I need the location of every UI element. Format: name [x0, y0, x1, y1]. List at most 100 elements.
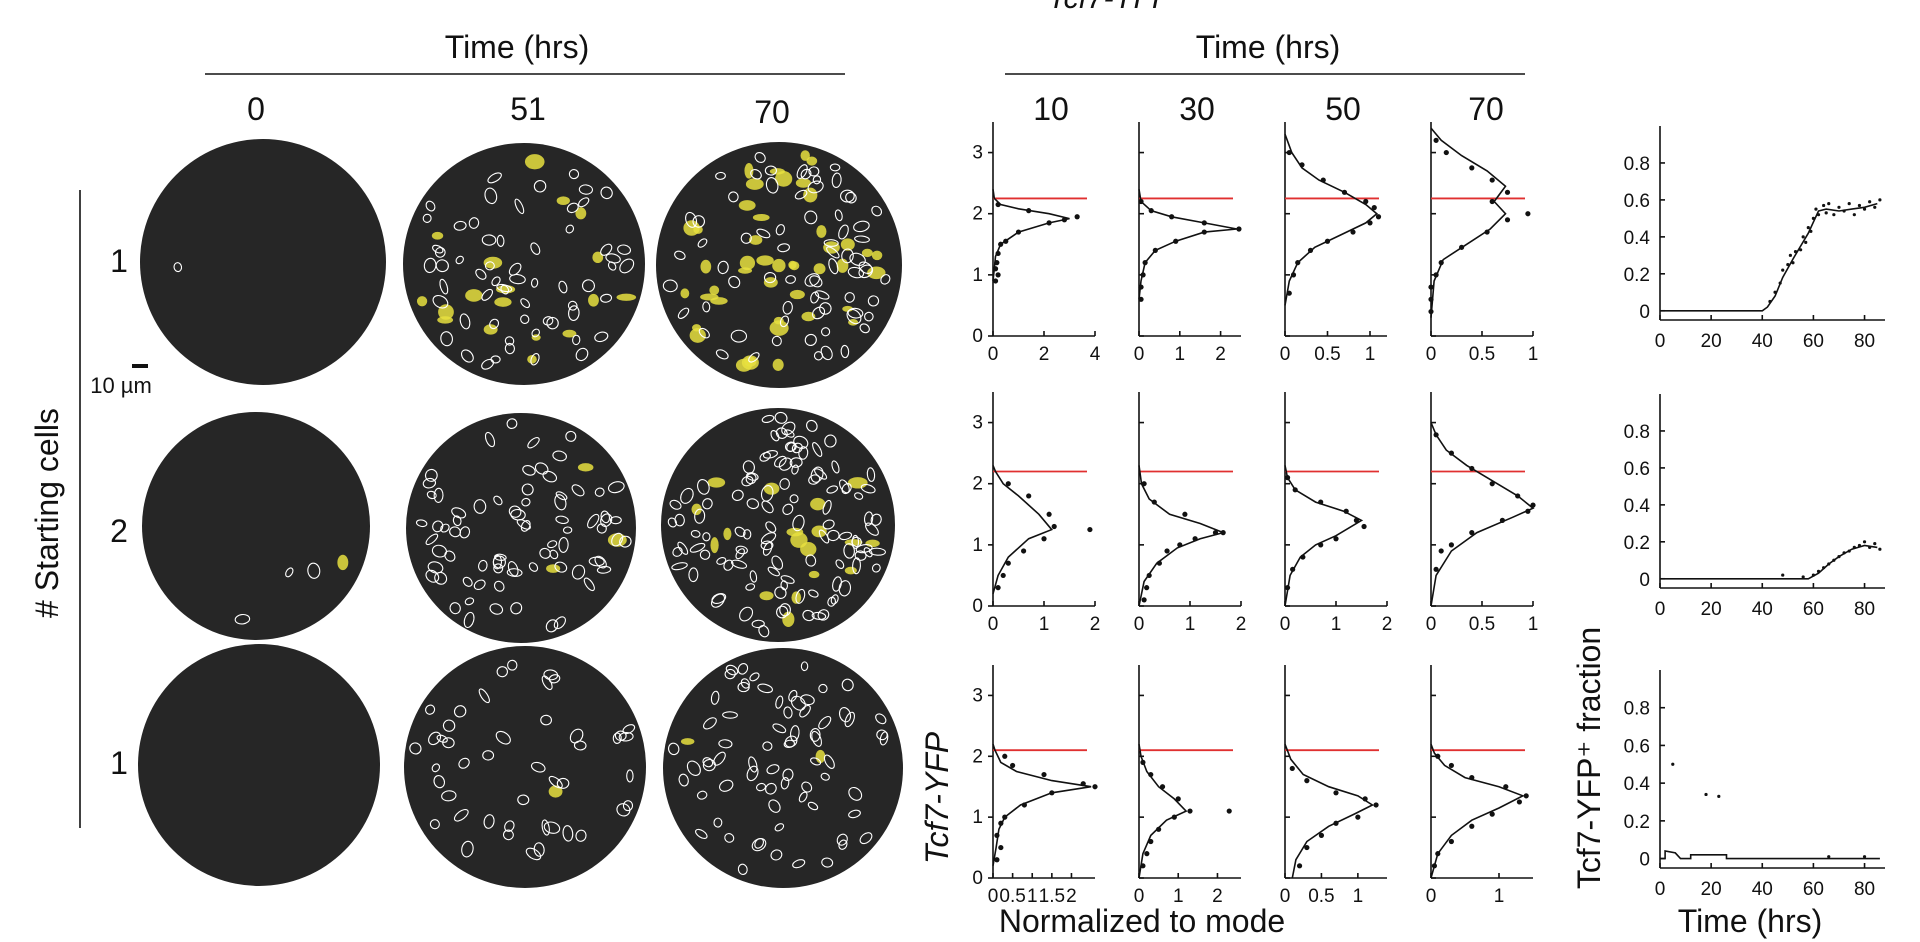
data-point — [1140, 272, 1146, 278]
well-image — [403, 143, 645, 385]
data-point — [1350, 229, 1356, 235]
cell-outline — [841, 678, 854, 692]
cell-outline — [520, 314, 530, 325]
cell-outline — [820, 345, 833, 361]
yfp-cell — [689, 328, 706, 343]
cell-outline — [455, 255, 464, 265]
data-point — [1484, 229, 1490, 235]
cell-outline — [848, 786, 863, 801]
cell-outline — [463, 611, 475, 629]
cell-outline — [858, 261, 873, 274]
fraction-y-tick-label: 0.8 — [1624, 154, 1650, 175]
cell-outline — [749, 570, 758, 583]
cell-outline — [764, 165, 778, 176]
cell-outline — [699, 549, 711, 560]
data-point — [1459, 244, 1465, 250]
yfp-cell — [808, 570, 820, 579]
fraction-point — [1786, 262, 1790, 267]
cell-outline — [541, 819, 550, 836]
cell-outline — [757, 683, 773, 694]
data-point — [1144, 585, 1150, 591]
cell-outline — [439, 278, 449, 295]
hist-x-tick-label: 0.5 — [1469, 344, 1495, 365]
yfp-cell — [683, 220, 700, 236]
hist-y-tick-label: 2 — [972, 204, 983, 225]
hist-x-tick-label: 2 — [1236, 614, 1247, 635]
cell-outline — [782, 300, 793, 315]
data-point — [1220, 530, 1226, 536]
fraction-point — [1788, 253, 1792, 257]
data-point — [1284, 475, 1291, 481]
data-point — [998, 241, 1004, 247]
cell-outline — [789, 494, 799, 504]
cell-outline — [777, 243, 791, 253]
hist-x-tick-label: 1 — [1528, 614, 1539, 635]
cell-outline — [746, 765, 759, 782]
data-point — [1146, 572, 1152, 579]
data-point — [1428, 284, 1434, 290]
cell-outline — [783, 706, 793, 719]
data-point — [1318, 542, 1324, 548]
yfp-cell — [789, 289, 805, 300]
cell-outline — [694, 508, 706, 524]
cell-outline — [831, 172, 842, 189]
yfp-cell — [788, 260, 797, 270]
cell-outline — [698, 327, 710, 339]
fraction-point — [1852, 213, 1856, 217]
hist-x-tick-label: 2 — [1090, 614, 1101, 635]
cell-outline — [514, 198, 525, 215]
hist-y-tick-label: 0 — [972, 596, 983, 617]
hist-x-tick-label: 1 — [1173, 886, 1184, 907]
hist-x-tick-label: 0 — [1134, 344, 1145, 365]
cell-outline — [509, 273, 526, 285]
cell-outline — [805, 554, 817, 567]
cell-outline — [426, 490, 437, 500]
cell-outline — [713, 817, 723, 828]
cell-outline — [810, 466, 824, 483]
cell-outline — [765, 177, 779, 194]
cell-outline — [820, 772, 830, 781]
cell-outline — [774, 411, 788, 424]
data-point — [1362, 796, 1368, 802]
cell-outline — [522, 465, 536, 476]
hist-x-tick-label: 1 — [1039, 614, 1050, 635]
hist-time-label: Time (hrs) — [1196, 29, 1341, 65]
yfp-cell — [795, 178, 811, 188]
cell-outline — [828, 258, 839, 275]
cell-outline — [481, 288, 494, 301]
data-point — [1156, 826, 1162, 832]
yfp-cell — [759, 591, 774, 601]
fraction-point — [1873, 542, 1877, 546]
fraction-point — [1842, 209, 1846, 213]
data-point — [1138, 296, 1144, 302]
cell-outline — [804, 210, 818, 225]
cell-outline — [491, 276, 501, 287]
cell-outline — [431, 544, 448, 558]
yfp-cell — [680, 738, 695, 745]
data-point — [1428, 296, 1434, 302]
fraction-point — [1778, 281, 1782, 285]
data-point — [1438, 548, 1444, 554]
cell-outline — [440, 331, 453, 347]
cell-outline — [827, 596, 836, 607]
cell-outline — [594, 555, 607, 569]
data-point — [1087, 526, 1093, 533]
data-point — [1515, 493, 1521, 499]
cell-outline — [674, 250, 686, 261]
data-point — [1171, 814, 1177, 820]
cell-outline — [493, 495, 503, 506]
hist-x-tick-label: 1 — [1365, 344, 1376, 365]
data-point — [1296, 863, 1303, 869]
cell-outline — [838, 707, 852, 723]
hist-x-tick-label: 2 — [1382, 614, 1393, 635]
yfp-cell — [710, 297, 728, 305]
hist-x-tick-label: 2 — [1039, 344, 1050, 365]
cell-outline — [866, 467, 876, 482]
hist-x-tick-label: 0.5 — [1469, 614, 1495, 635]
yfp-cell — [592, 251, 604, 264]
data-point — [1499, 517, 1505, 524]
cell-outline — [558, 280, 568, 294]
hist-panel-r2-t30: 0 1 2 — [1134, 392, 1247, 635]
cell-outline — [555, 515, 569, 525]
